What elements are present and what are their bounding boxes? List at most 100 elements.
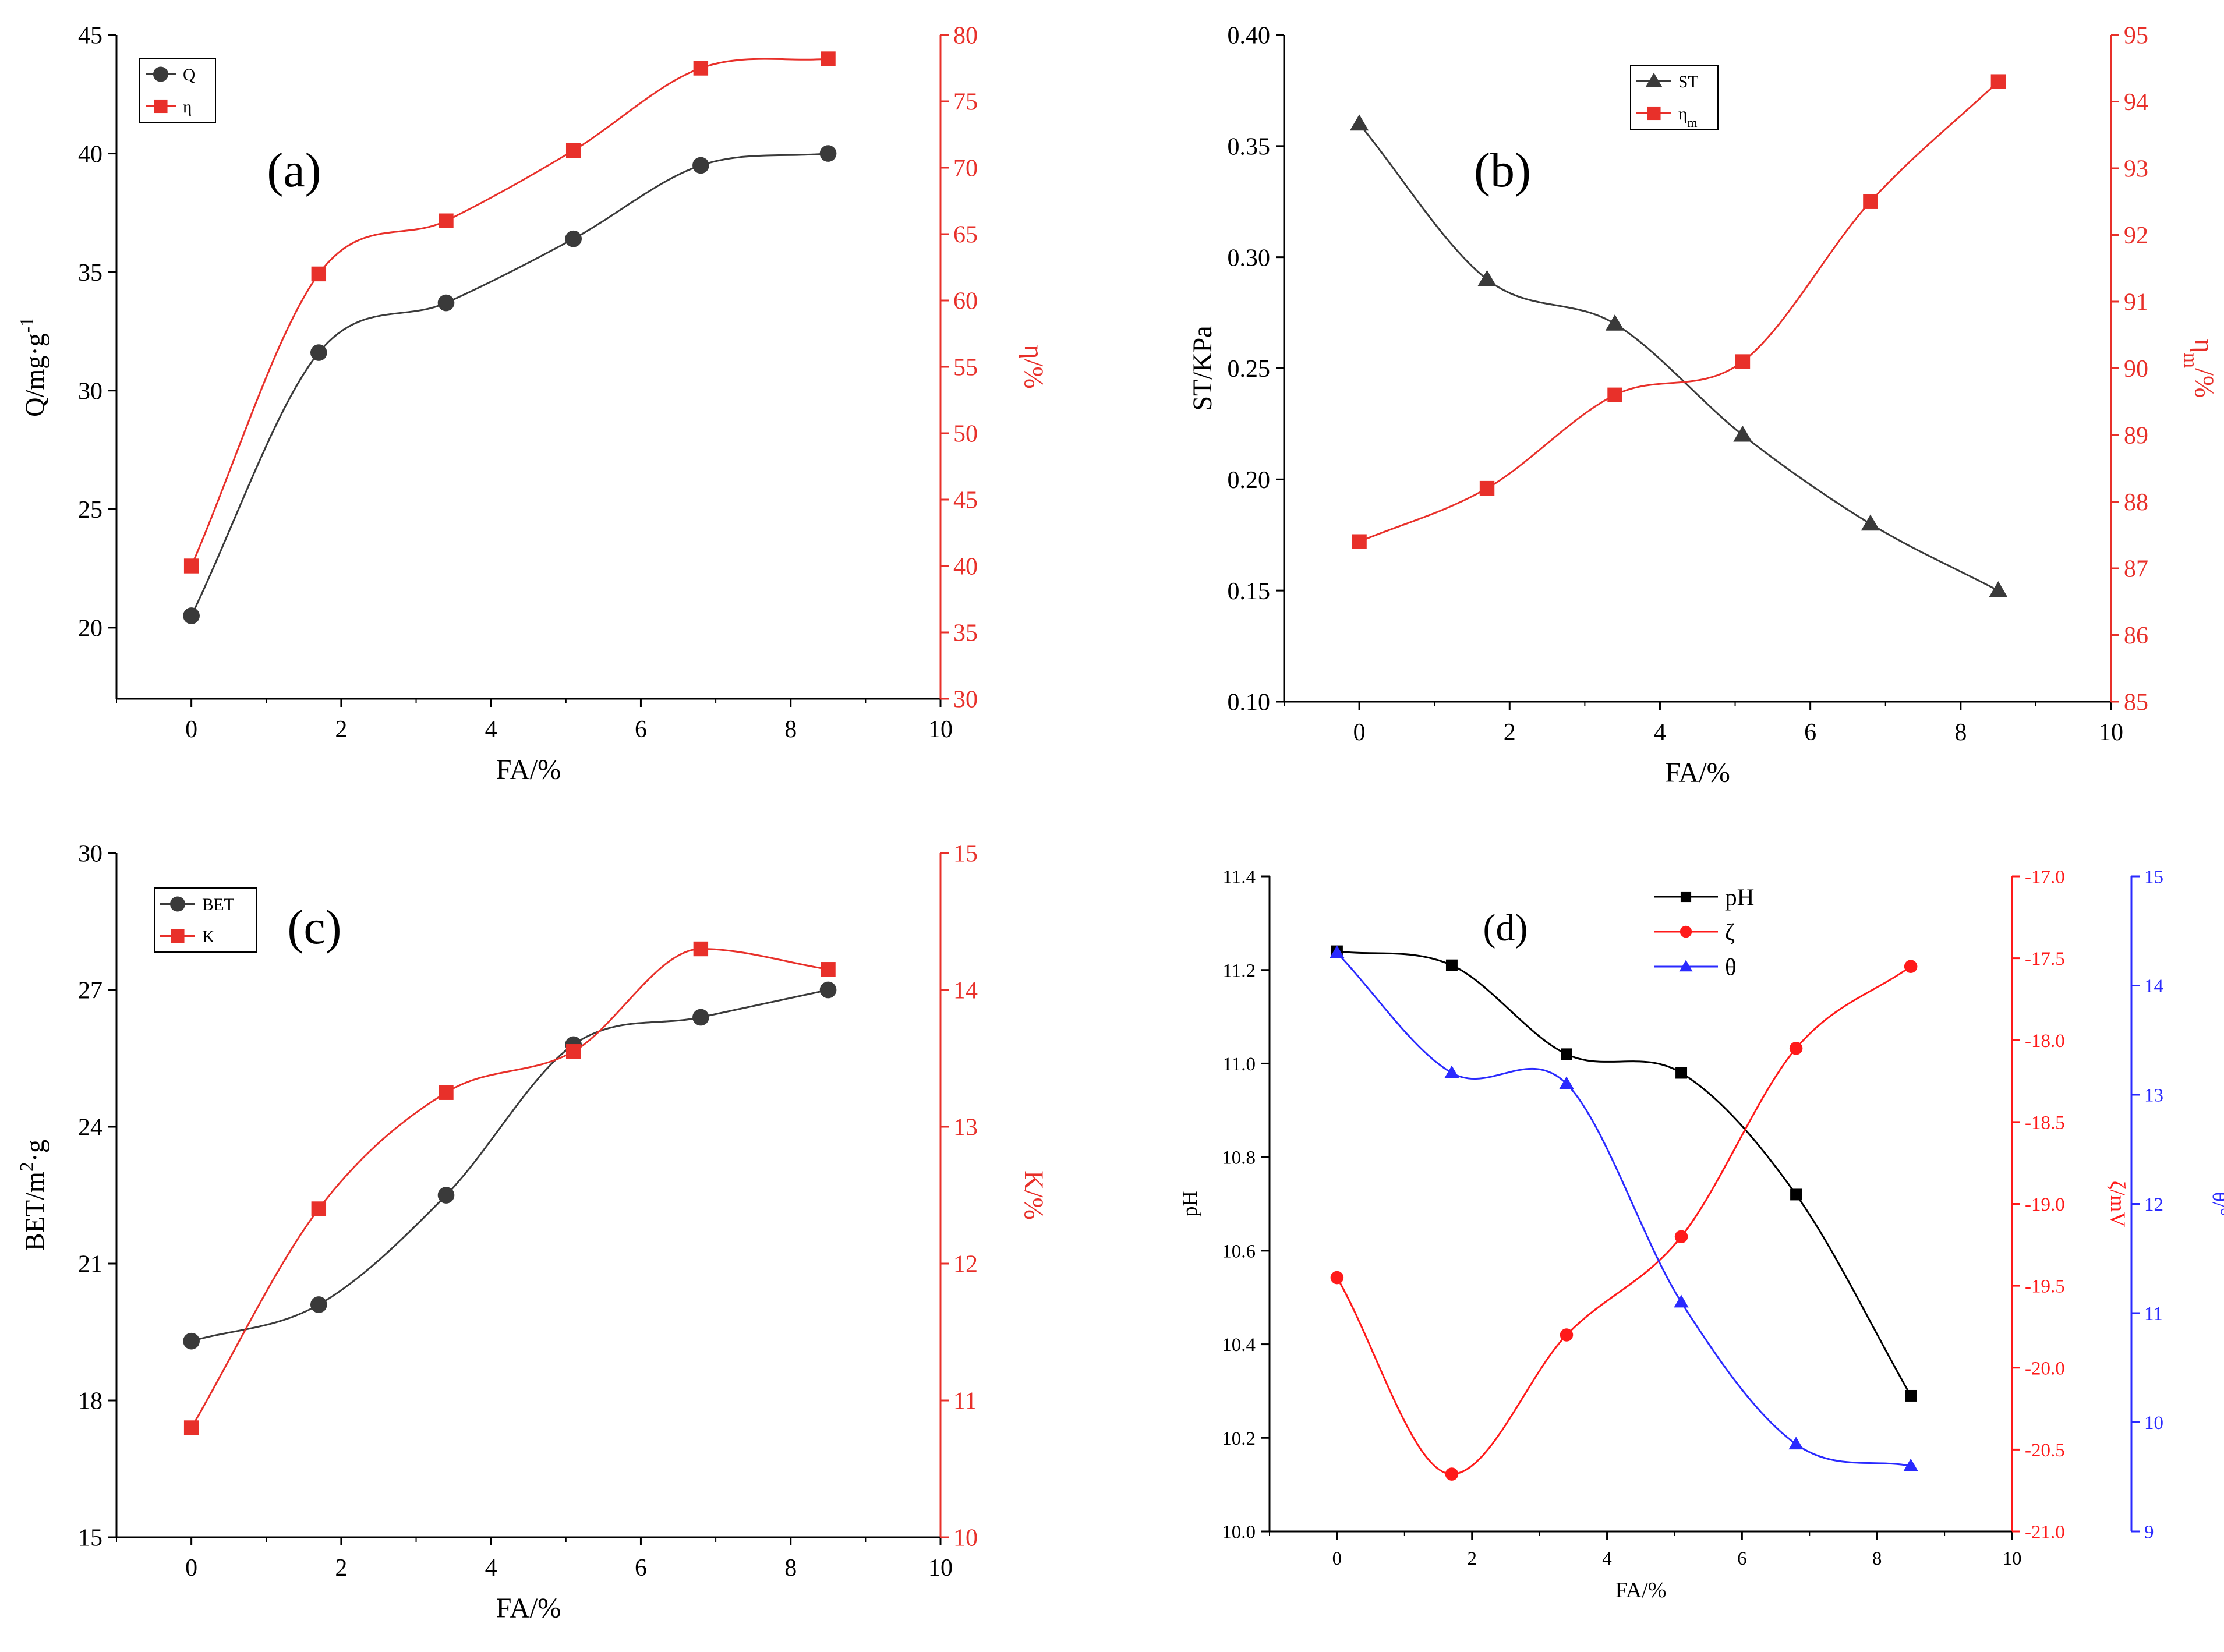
right-axis-tick-label: 11 (953, 1388, 977, 1415)
right-axis-tick-label: 65 (953, 222, 978, 249)
right-axis-title-suffix: /% (2190, 368, 2219, 398)
x-axis-tick-label: 0 (185, 716, 197, 743)
left-axis-tick-label: 10.4 (1222, 1335, 1256, 1356)
data-point (310, 344, 327, 361)
series-BET (183, 981, 837, 1350)
left-axis-tick-label: 0.25 (1228, 356, 1271, 383)
left-axis-tick-label: 0.20 (1228, 467, 1271, 494)
chart-panel-d: 10.0 10.2 10.4 10.6 10.8 11.0 11.2 11.4 pH 0 2 4 6 8 1… (1178, 867, 2224, 1603)
x-axis-tick-label: 4 (1654, 719, 1666, 746)
x-axis-tick-label: 6 (1804, 719, 1816, 746)
data-point (692, 157, 709, 174)
right-axis-tick-label: 80 (953, 23, 978, 49)
x-axis-tick-label: 4 (1602, 1548, 1612, 1569)
legend-label: θ (1725, 953, 1737, 980)
data-point (1989, 581, 2008, 597)
panel-label: (b) (1474, 143, 1531, 197)
legend-label: ST (1678, 73, 1698, 91)
right-axis-tick-label: -17.5 (2025, 949, 2065, 970)
right-axis-tick-label: 94 (2124, 89, 2148, 116)
data-point (1445, 959, 1458, 971)
data-point (693, 61, 709, 76)
right-axis-tick-label: -17.0 (2025, 867, 2065, 888)
right-axis-tick-label: 35 (953, 620, 978, 647)
left-axis-tick-label: 10.8 (1222, 1148, 1256, 1169)
data-point (819, 981, 837, 999)
data-point (819, 145, 837, 162)
left-axis-title-text: pH (1178, 1191, 1201, 1216)
panel-label: (c) (287, 900, 341, 954)
data-point (1479, 480, 1495, 496)
x-axis-title: FA/% (496, 1593, 561, 1623)
x-axis-tick-label: 6 (635, 1555, 647, 1582)
legend-swatch-marker (169, 896, 186, 912)
right-axis-tick-label: 40 (953, 554, 978, 581)
right-axis-tick-label: 87 (2124, 556, 2148, 583)
legend-box (139, 58, 216, 123)
left-axis-tick-label: 11.4 (1222, 867, 1256, 888)
right-axis-tick-label: 12 (2144, 1194, 2163, 1215)
series-η (183, 51, 836, 574)
data-point (1788, 1437, 1804, 1450)
x-axis-tick-label: 10 (928, 1555, 953, 1582)
right-axis-tick-label: 86 (2124, 622, 2148, 649)
left-axis-title-text: Q/mg·g (20, 333, 49, 417)
right-axis-tick-label: 89 (2124, 423, 2148, 450)
legend-swatch-marker (171, 929, 185, 943)
data-point (1607, 387, 1622, 403)
legend: BET K (154, 887, 257, 953)
data-point (565, 1044, 581, 1059)
right-axis-tick-label: 92 (2124, 222, 2148, 249)
data-point (1861, 514, 1880, 531)
right-axis-tick-label: 10 (953, 1525, 978, 1552)
series-K (183, 941, 836, 1435)
right-axis-title-text: η/% (1019, 345, 1049, 388)
data-point (1445, 1467, 1459, 1481)
x-axis-tick-label: 0 (1332, 1548, 1342, 1569)
series-θ (1330, 945, 1918, 1471)
data-point (1789, 1042, 1803, 1055)
left-axis-tick-label: 11.2 (1222, 960, 1256, 981)
data-point (1863, 194, 1878, 209)
legend-label-text: η (183, 98, 192, 116)
right-axis-tick-label: 85 (2124, 689, 2148, 716)
right-axis-tick-label: 30 (953, 687, 978, 713)
left-axis-title-superscript: -1 (16, 317, 38, 333)
data-point (1904, 960, 1918, 973)
x-axis-tick-label: 0 (185, 1555, 197, 1582)
legend-swatch-marker (1680, 925, 1692, 938)
data-point (437, 294, 455, 312)
legend-swatch-marker (1679, 960, 1693, 972)
series-line (1359, 81, 1999, 543)
x-axis-tick-label: 8 (784, 1555, 797, 1582)
x-axis-tick-label: 0 (1353, 719, 1366, 746)
right-axis-tick-label: 93 (2124, 156, 2148, 183)
left-axis-tick-label: 30 (78, 841, 102, 868)
x-axis-tick-label: 6 (635, 716, 647, 743)
data-point (565, 230, 582, 247)
data-point (437, 1187, 455, 1204)
legend-box (1630, 65, 1719, 130)
right-axis-tick-label: -20.5 (2025, 1440, 2065, 1461)
data-point (1352, 534, 1367, 549)
right-axis-tick-label: 9 (2144, 1522, 2154, 1543)
x-axis-tick-label: 4 (485, 1555, 497, 1582)
legend-label: Q (183, 66, 195, 84)
chart-panel-b: 0.10 0.15 0.20 0.25 0.30 0.35 0.40 ST/KPa 0 2 4 6 8 1… (1187, 23, 2219, 788)
data-point (1903, 1458, 1918, 1471)
right-axis-tick-label: 13 (953, 1115, 978, 1141)
data-point (1477, 270, 1497, 286)
right-axis-tick-label: 88 (2124, 489, 2148, 516)
data-point (1990, 74, 2006, 89)
left-axis-tick-label: 27 (78, 978, 102, 1004)
x-axis-tick-label: 10 (928, 716, 953, 743)
right-axis-tick-label: 60 (953, 288, 978, 315)
data-point (1330, 945, 1345, 958)
data-point (311, 266, 327, 282)
legend-label-text: Q (183, 66, 195, 84)
panel-label: (d) (1483, 907, 1528, 949)
left-axis-tick-label: 15 (78, 1525, 102, 1552)
